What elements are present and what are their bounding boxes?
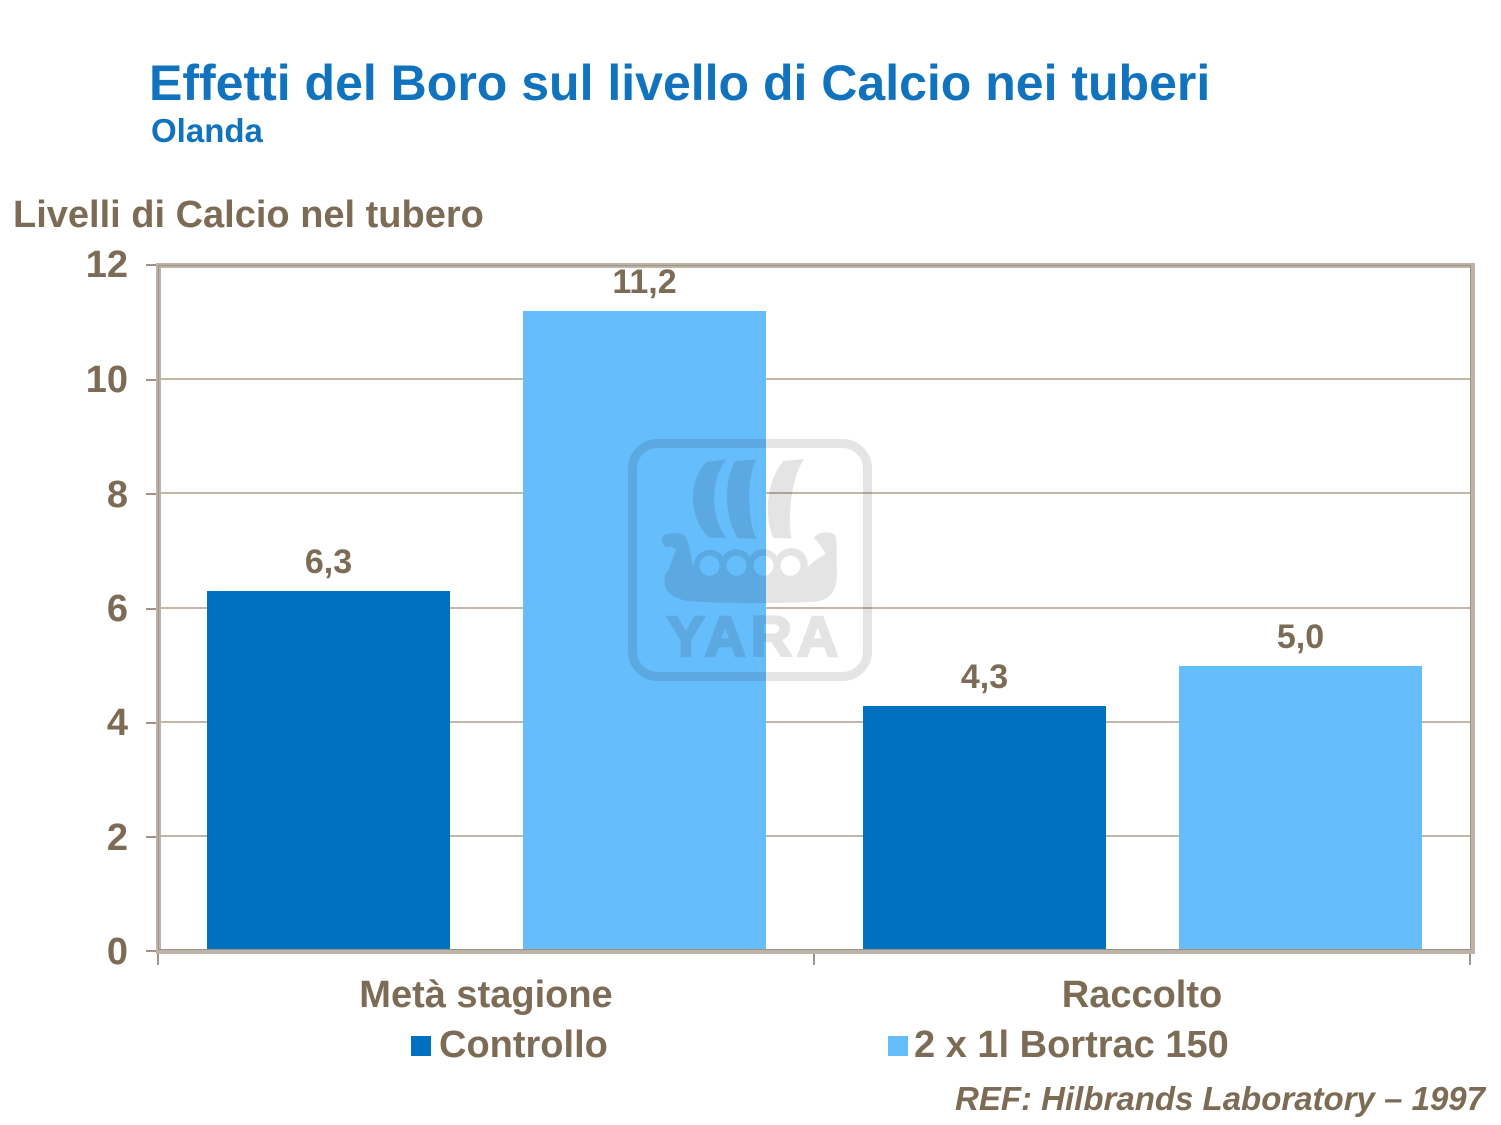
svg-text:YARA: YARA <box>667 605 843 669</box>
